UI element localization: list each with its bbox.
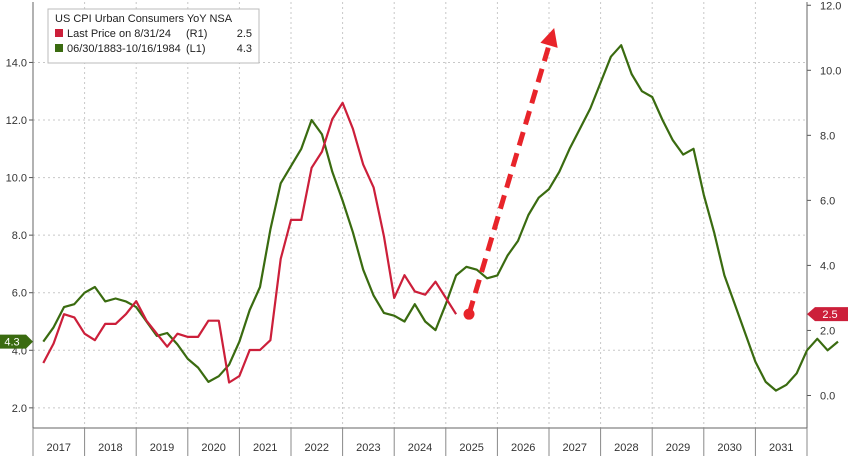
x-tick-label: 2026 [511,442,535,454]
x-tick-label: 2029 [666,442,690,454]
right-tick-label: 12.0 [820,0,841,12]
legend-title: US CPI Urban Consumers YoY NSA [55,13,233,25]
left-axis: 2.04.06.08.010.012.014.0 [6,2,34,428]
legend-box [47,8,260,64]
left-tick-label: 6.0 [12,288,27,300]
axis-value-tags: 4.3 2.5 [0,307,848,349]
left-tick-label: 8.0 [12,230,27,242]
right-tick-label: 6.0 [820,195,835,207]
series-layer [42,44,839,392]
arrow-head [540,28,558,48]
grid [33,2,807,428]
legend-tag-last-price: (R1) [186,28,207,40]
left-axis-tag [0,334,33,349]
x-tick-label: 2019 [150,442,174,454]
x-tick-label: 2027 [563,442,587,454]
legend: US CPI Urban Consumers YoY NSA Last Pric… [47,8,260,64]
legend-value-historic: 4.3 [237,43,252,55]
legend-swatch-historic [55,44,63,52]
annotation-layer [463,28,558,320]
right-tick-label: 8.0 [820,130,835,142]
x-tick-label: 2021 [253,442,277,454]
right-tick-label: 10.0 [820,65,841,77]
right-tick-label: 2.0 [820,325,835,337]
right-axis: 0.0 2.0 4.0 6.0 8.0 10.0 12.0 [806,0,841,428]
x-tick-label: 2025 [459,442,483,454]
legend-tag-historic: (L1) [186,43,206,55]
series-line-06-30-1883-10-16-1984 [42,44,839,392]
x-axis: 2017 2018 2019 2020 2021 2022 2023 2024 2025 2026… [32,427,808,456]
legend-swatch-last-price [55,29,63,37]
arrow-dashed-shaft [466,44,552,315]
series-line-last-price-on-8-31-24 [42,101,458,384]
x-tick-label: 2024 [408,442,432,454]
x-tick-label: 2030 [717,442,741,454]
right-axis-tag-label: 2.5 [822,309,837,321]
x-tick-label: 2023 [356,442,380,454]
left-tick-label: 2.0 [12,403,27,415]
left-axis-tag-label: 4.3 [4,337,19,349]
x-tick-label: 2017 [47,442,71,454]
left-tick-label: 14.0 [6,57,27,69]
right-tick-label: 4.0 [820,260,835,272]
x-tick-label: 2028 [614,442,638,454]
legend-label-last-price: Last Price on 8/31/24 [67,28,171,40]
right-axis-tag [807,307,848,322]
legend-label-historic: 06/30/1883-10/16/1984 [67,43,181,55]
x-tick-label: 2020 [201,442,225,454]
right-tick-label: 0.0 [820,390,835,402]
x-tick-label: 2031 [769,442,793,454]
x-tick-label: 2018 [98,442,122,454]
left-tick-label: 12.0 [6,115,27,127]
x-tick-label: 2022 [305,442,329,454]
legend-value-last-price: 2.5 [237,28,252,40]
left-tick-label: 10.0 [6,173,27,185]
